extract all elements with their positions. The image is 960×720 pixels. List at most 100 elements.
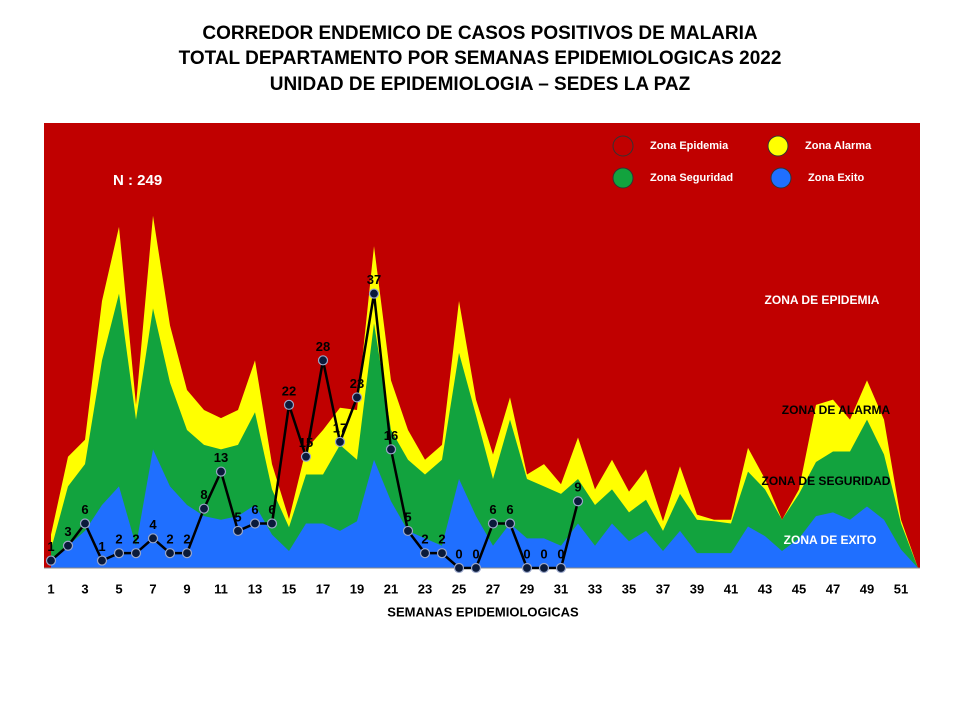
data-label: 13 xyxy=(214,450,228,465)
cases-marker xyxy=(300,451,312,462)
x-tick-label: 49 xyxy=(860,581,874,596)
cases-marker xyxy=(334,436,346,448)
cases-marker xyxy=(198,503,210,514)
x-tick-label: 51 xyxy=(894,581,908,596)
data-label: 5 xyxy=(404,509,411,524)
x-tick-label: 31 xyxy=(554,581,568,596)
cases-marker xyxy=(249,518,261,529)
cases-marker xyxy=(419,548,431,559)
x-tick-label: 9 xyxy=(183,581,190,596)
data-label: 2 xyxy=(421,532,428,547)
legend-swatch xyxy=(767,135,789,157)
legend-swatch xyxy=(770,167,792,189)
data-label: 1 xyxy=(98,539,105,554)
x-tick-label: 45 xyxy=(792,581,806,596)
cases-marker xyxy=(368,288,380,299)
cases-marker xyxy=(232,525,244,537)
data-label: 28 xyxy=(316,339,330,354)
cases-marker xyxy=(130,548,142,559)
cases-marker xyxy=(351,392,363,403)
cases-marker xyxy=(45,555,57,566)
x-tick-label: 21 xyxy=(384,581,398,596)
data-label: 9 xyxy=(574,480,581,495)
data-label: 6 xyxy=(489,502,496,517)
data-label: 16 xyxy=(384,428,398,443)
cases-marker xyxy=(487,518,499,529)
x-tick-label: 11 xyxy=(214,581,228,596)
data-label: 0 xyxy=(455,546,462,561)
data-label: 2 xyxy=(132,532,139,547)
data-label: 22 xyxy=(282,383,296,398)
data-label: 6 xyxy=(506,502,513,517)
x-tick-label: 37 xyxy=(656,581,670,596)
data-label: 23 xyxy=(350,376,364,391)
cases-marker xyxy=(572,496,584,507)
cases-marker xyxy=(538,562,550,574)
cases-marker xyxy=(164,548,176,559)
cases-marker xyxy=(385,444,397,455)
data-label: 6 xyxy=(81,502,88,517)
x-tick-label: 43 xyxy=(758,581,772,596)
cases-marker xyxy=(317,355,329,366)
legend-swatch xyxy=(612,167,634,189)
cases-marker xyxy=(113,548,125,559)
chart-title: CORREDOR ENDEMICO DE CASOS POSITIVOS DE … xyxy=(202,23,758,44)
data-label: 2 xyxy=(166,532,173,547)
data-label: 15 xyxy=(299,435,313,450)
x-tick-label: 27 xyxy=(486,581,500,596)
data-label: 0 xyxy=(523,546,530,561)
data-label: 2 xyxy=(438,532,445,547)
data-label: 0 xyxy=(540,546,547,561)
data-label: 1 xyxy=(47,539,54,554)
annotation: ZONA DE EPIDEMIA xyxy=(765,293,880,307)
legend-swatch xyxy=(612,135,634,157)
x-tick-label: 5 xyxy=(115,581,122,596)
cases-marker xyxy=(555,562,567,574)
annotation: ZONA DE EXITO xyxy=(784,533,877,547)
annotation: ZONA DE SEGURIDAD xyxy=(762,474,891,488)
data-label: 0 xyxy=(472,546,479,561)
x-tick-label: 39 xyxy=(690,581,704,596)
x-tick-label: 13 xyxy=(248,581,262,596)
data-label: 6 xyxy=(251,502,258,517)
zone-area xyxy=(51,449,918,568)
zone-area xyxy=(51,293,918,568)
data-label: 6 xyxy=(268,502,275,517)
cases-marker xyxy=(504,518,516,529)
legend-label: Zona Seguridad xyxy=(650,172,733,184)
data-label: 17 xyxy=(333,420,347,435)
cases-marker xyxy=(181,548,193,559)
chart-title: UNIDAD DE EPIDEMIOLOGIA – SEDES LA PAZ xyxy=(270,74,691,95)
x-tick-label: 15 xyxy=(282,581,296,596)
x-tick-label: 7 xyxy=(149,581,156,596)
legend-label: Zona Epidemia xyxy=(650,140,729,152)
x-tick-label: 19 xyxy=(350,581,364,596)
x-tick-label: 47 xyxy=(826,581,840,596)
cases-marker xyxy=(147,533,159,544)
annotation: ZONA DE ALARMA xyxy=(782,403,891,417)
data-label: 2 xyxy=(115,532,122,547)
x-tick-label: 3 xyxy=(81,581,88,596)
x-tick-label: 41 xyxy=(724,581,738,596)
cases-marker xyxy=(62,540,74,551)
cases-marker xyxy=(521,562,533,574)
x-tick-label: 17 xyxy=(316,581,330,596)
annotation: N : 249 xyxy=(113,172,162,189)
legend-label: Zona Alarma xyxy=(805,140,872,152)
cases-marker xyxy=(470,562,482,574)
x-tick-label: 29 xyxy=(520,581,534,596)
data-label: 0 xyxy=(557,546,564,561)
data-label: 8 xyxy=(200,487,207,502)
cases-marker xyxy=(283,399,295,410)
data-label: 2 xyxy=(183,532,190,547)
x-tick-label: 35 xyxy=(622,581,636,596)
x-tick-label: 1 xyxy=(47,581,54,596)
cases-marker xyxy=(96,555,108,566)
cases-marker xyxy=(402,525,414,537)
cases-marker xyxy=(79,518,91,529)
x-tick-label: 25 xyxy=(452,581,466,596)
data-label: 5 xyxy=(234,509,241,524)
data-label: 3 xyxy=(64,524,71,539)
